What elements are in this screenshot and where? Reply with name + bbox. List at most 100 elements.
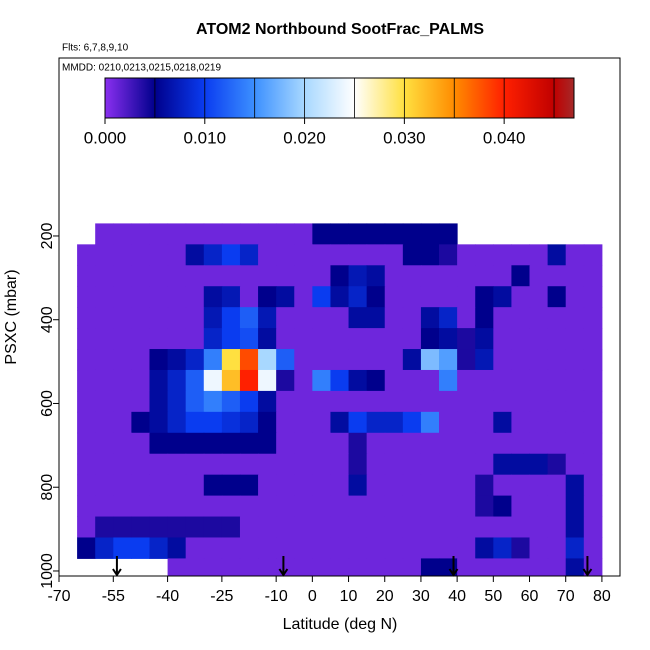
heat-cell	[348, 369, 368, 392]
heat-cell	[258, 411, 277, 434]
heat-cell	[583, 369, 603, 392]
heat-cell	[583, 244, 603, 266]
heat-cell	[95, 328, 114, 350]
heat-cell	[348, 265, 368, 287]
heat-cell	[402, 328, 422, 350]
heat-cell	[457, 411, 476, 434]
heat-cell	[475, 558, 494, 576]
heat-cell	[565, 390, 585, 413]
heat-cell	[131, 453, 150, 476]
heat-cell	[312, 223, 331, 245]
heat-cell	[583, 390, 603, 413]
heat-cell	[276, 411, 295, 434]
heat-cell	[113, 453, 132, 476]
heat-cell	[475, 349, 494, 371]
heat-cell	[276, 328, 295, 350]
heat-cell	[475, 474, 494, 497]
heat-cell	[203, 265, 223, 287]
heat-cell	[511, 432, 531, 455]
heat-cell	[221, 369, 241, 392]
heat-cell	[348, 495, 368, 518]
heat-cell	[113, 349, 132, 371]
heat-cell	[312, 390, 331, 413]
heat-cell	[312, 369, 331, 392]
x-tick-label: -70	[47, 588, 70, 605]
heat-cell	[221, 286, 241, 308]
heat-cell	[511, 244, 531, 266]
heat-cell	[547, 286, 567, 308]
heat-cell	[312, 495, 331, 518]
heat-cell	[77, 265, 96, 287]
heat-cell	[529, 328, 549, 350]
heat-cell	[511, 349, 531, 371]
heat-cell	[529, 411, 549, 434]
heat-cell	[203, 516, 223, 538]
heat-cell	[457, 390, 476, 413]
heat-cell	[493, 349, 512, 371]
heat-cell	[583, 411, 603, 434]
heat-cell	[384, 411, 404, 434]
heat-cell	[77, 432, 96, 455]
colorbar	[105, 78, 574, 118]
heat-cell	[529, 432, 549, 455]
heat-cell	[511, 474, 531, 497]
heat-cell	[529, 307, 549, 329]
heat-cell	[366, 432, 386, 455]
heat-cell	[77, 369, 96, 392]
heat-cell	[457, 328, 476, 350]
heat-cell	[384, 390, 404, 413]
heat-cell	[348, 349, 368, 371]
heat-cell	[439, 328, 458, 350]
heat-cell	[149, 516, 169, 538]
x-tick-label: 10	[340, 588, 358, 605]
heat-cell	[239, 307, 259, 329]
heat-cell	[203, 286, 223, 308]
heat-cell	[95, 349, 114, 371]
heat-cell	[583, 516, 603, 538]
heat-cell	[185, 369, 205, 392]
heat-cell	[475, 265, 494, 287]
heat-cell	[402, 411, 422, 434]
heat-cell	[131, 328, 150, 350]
heat-cell	[547, 474, 567, 497]
heat-cell	[493, 558, 512, 576]
heat-cell	[547, 537, 567, 559]
heat-cell	[131, 369, 150, 392]
heat-cell	[312, 349, 331, 371]
heat-cell	[348, 328, 368, 350]
flight-arrow	[582, 556, 593, 577]
heat-cell	[583, 558, 603, 576]
heat-cell	[276, 349, 295, 371]
chart-title: ATOM2 Northbound SootFrac_PALMS	[196, 21, 484, 38]
heat-cell	[294, 516, 313, 538]
heat-cell	[565, 265, 585, 287]
x-tick-label: -25	[210, 588, 233, 605]
heat-cell	[493, 286, 512, 308]
heat-cell	[95, 495, 114, 518]
heat-cell	[547, 244, 567, 266]
heat-cell	[258, 432, 277, 455]
heat-cell	[95, 537, 114, 559]
heat-cell	[77, 453, 96, 476]
heat-cell	[221, 244, 241, 266]
heat-cell	[185, 516, 205, 538]
heat-cell	[565, 411, 585, 434]
heat-cell	[113, 516, 132, 538]
heat-cell	[475, 432, 494, 455]
heat-cell	[276, 495, 295, 518]
heat-cell	[258, 537, 277, 559]
heat-cell	[312, 558, 331, 576]
heat-cell	[330, 265, 350, 287]
heat-cell	[475, 244, 494, 266]
heat-cell	[221, 453, 241, 476]
heat-cell	[77, 286, 96, 308]
heat-cell	[294, 328, 313, 350]
heat-cell	[511, 265, 531, 287]
heat-cell	[493, 411, 512, 434]
heat-cell	[95, 411, 114, 434]
heat-cell	[439, 516, 458, 538]
heat-cell	[239, 516, 259, 538]
heat-cell	[258, 244, 277, 266]
heat-cell	[529, 390, 549, 413]
heat-cell	[77, 411, 96, 434]
